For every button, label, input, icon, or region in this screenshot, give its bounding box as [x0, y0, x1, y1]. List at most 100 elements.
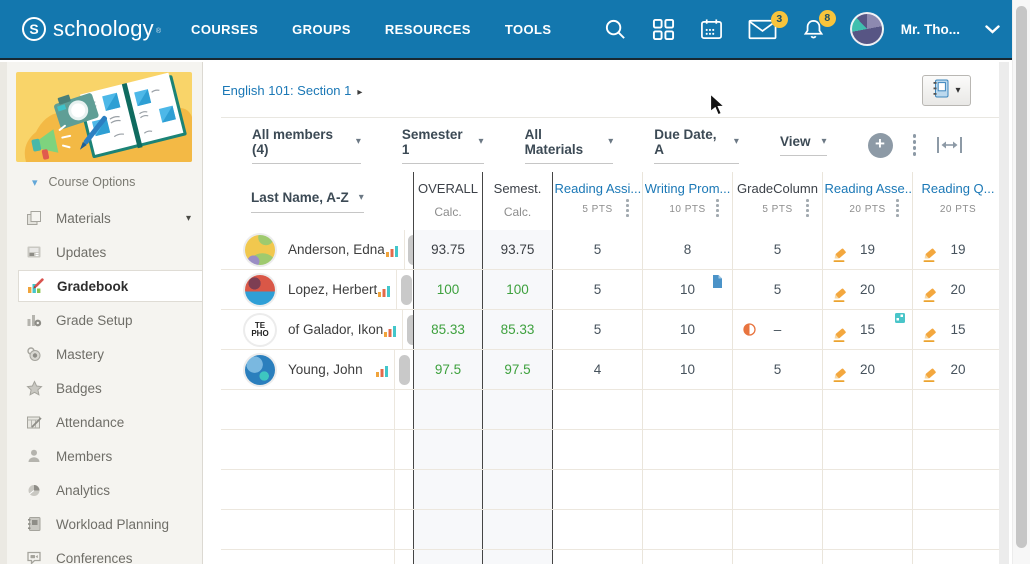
grade-cell[interactable]: 20 [913, 350, 1003, 389]
chevron-down-icon[interactable]: ▾ [185, 212, 191, 224]
student-name[interactable]: of Galador, Ikon [288, 322, 384, 337]
messages-icon[interactable]: 3 [748, 10, 788, 40]
overall-grade-cell[interactable]: 100 [413, 270, 483, 309]
sidebar-item-gradebook[interactable]: Gradebook [18, 270, 202, 302]
row-drag-handle[interactable] [402, 310, 421, 349]
grade-cell[interactable]: 5 [553, 310, 643, 349]
sidebar-item-materials[interactable]: Materials ▾ [0, 201, 202, 235]
student-name[interactable]: Anderson, Edna [288, 242, 385, 257]
row-drag-handle[interactable] [394, 350, 413, 389]
user-name[interactable]: Mr. Tho... [900, 21, 960, 37]
assignment-title-link[interactable]: Writing Prom... [644, 181, 731, 196]
assignment-title-link[interactable]: Reading Q... [921, 181, 995, 196]
user-avatar[interactable] [849, 12, 884, 46]
student-report-icon[interactable] [383, 323, 397, 337]
search-icon[interactable] [604, 18, 627, 41]
account-chevron-down-icon[interactable] [985, 24, 1000, 34]
sidebar-item-updates[interactable]: Updates [0, 235, 202, 269]
expand-columns-icon[interactable] [936, 136, 963, 154]
assignment-title-link[interactable]: Reading Assi... [554, 181, 641, 196]
calendar-icon[interactable] [700, 18, 723, 41]
sidebar-item-analytics[interactable]: Analytics [0, 473, 202, 507]
schoology-home-link[interactable]: S schoology ® [22, 16, 161, 42]
grade-cell[interactable]: 5 [553, 230, 643, 269]
grade-cell[interactable]: 20 [913, 270, 1003, 309]
submission-document-icon[interactable] [712, 275, 723, 288]
course-options-toggle[interactable]: ▾ Course Options [0, 168, 202, 196]
nav-item-resources[interactable]: RESOURCES [384, 21, 471, 37]
sort-order-dropdown[interactable]: Due Date, A ▾ [654, 127, 739, 164]
overall-column-header[interactable]: OVERALL Calc. [413, 172, 483, 230]
student-avatar[interactable]: TE PHO [245, 314, 275, 345]
grade-cell[interactable]: 20 [823, 350, 913, 389]
nav-item-groups[interactable]: GROUPS [292, 21, 351, 37]
student-avatar[interactable] [245, 234, 275, 265]
student-name[interactable]: Lopez, Herbert [288, 282, 378, 297]
semester-grade-cell[interactable]: 93.75 [483, 230, 553, 269]
app-grid-icon[interactable] [652, 18, 675, 41]
student-name[interactable]: Young, John [288, 362, 363, 377]
grade-cell[interactable]: 5 [733, 230, 823, 269]
assignment-points: 10 pts [669, 204, 706, 215]
semester-grade-cell[interactable]: 100 [483, 270, 553, 309]
semester-column-header[interactable]: Semest. Calc. [483, 172, 553, 230]
page-scrollbar-thumb[interactable] [1016, 6, 1027, 548]
student-avatar[interactable] [245, 354, 275, 385]
gradebook-view-switcher-button[interactable]: ▾ [922, 75, 971, 106]
grade-cell[interactable]: 10 [643, 310, 733, 349]
column-menu-icon[interactable] [716, 199, 719, 217]
nav-item-tools[interactable]: TOOLS [504, 21, 552, 37]
notifications-count-badge[interactable]: 8 [818, 9, 836, 27]
semester-grade-cell[interactable]: 85.33 [483, 310, 553, 349]
student-avatar[interactable] [245, 274, 275, 305]
messages-count-badge[interactable]: 3 [770, 10, 788, 28]
student-report-icon[interactable] [385, 243, 399, 257]
breadcrumb[interactable]: English 101: Section 1 ▸ [222, 83, 362, 98]
sidebar-item-mastery[interactable]: Mastery [0, 337, 202, 371]
grade-cell[interactable]: 4 [553, 350, 643, 389]
page-scrollbar[interactable] [1012, 0, 1030, 564]
grade-cell[interactable]: 5 [733, 350, 823, 389]
student-report-icon[interactable] [377, 283, 391, 297]
materials-filter-dropdown[interactable]: All Materials ▾ [524, 127, 614, 164]
grade-cell[interactable]: 8 [643, 230, 733, 269]
grade-cell[interactable]: 10 [643, 270, 733, 309]
overall-grade-cell[interactable]: 85.33 [413, 310, 483, 349]
column-menu-icon[interactable] [896, 199, 899, 217]
grade-cell[interactable]: 20 [823, 270, 913, 309]
grade-cell[interactable]: 5 [733, 270, 823, 309]
sidebar-item-workload-planning[interactable]: Workload Planning [0, 507, 202, 541]
grade-cell[interactable]: 5 [553, 270, 643, 309]
view-dropdown[interactable]: View ▾ [779, 134, 827, 156]
add-grade-item-button[interactable]: + [867, 132, 893, 158]
comment-indicator-icon[interactable] [895, 313, 905, 323]
notifications-bell-icon[interactable]: 8 [802, 9, 836, 41]
grade-cell[interactable]: 19 [823, 230, 913, 269]
members-filter-dropdown[interactable]: All members (4) ▾ [252, 127, 361, 164]
sidebar-item-badges[interactable]: Badges [0, 371, 202, 405]
row-drag-handle[interactable] [396, 270, 415, 309]
breadcrumb-course-link[interactable]: English 101: Section 1 [222, 83, 352, 98]
name-sort-dropdown[interactable]: Last Name, A-Z ▾ [251, 190, 364, 213]
grade-cell[interactable]: 15 [913, 310, 1003, 349]
grade-cell[interactable]: – [733, 310, 823, 349]
course-image[interactable] [16, 72, 192, 162]
grade-cell[interactable]: 10 [643, 350, 733, 389]
sidebar-item-members[interactable]: Members [0, 439, 202, 473]
student-report-icon[interactable] [375, 363, 389, 377]
grade-cell[interactable]: 19 [913, 230, 1003, 269]
sidebar-item-conferences[interactable]: Conferences [0, 541, 202, 564]
overall-grade-cell[interactable]: 97.5 [413, 350, 483, 389]
sidebar-item-grade-setup[interactable]: Grade Setup [0, 303, 202, 337]
more-options-icon[interactable] [911, 132, 919, 158]
sidebar-item-attendance[interactable]: Attendance [0, 405, 202, 439]
assignment-title-link[interactable]: Reading Asse... [824, 181, 911, 196]
column-menu-icon[interactable] [626, 199, 629, 217]
updates-icon [26, 244, 43, 261]
overall-grade-cell[interactable]: 93.75 [413, 230, 483, 269]
grading-period-filter-dropdown[interactable]: Semester 1 ▾ [401, 127, 484, 164]
nav-item-courses[interactable]: COURSES [191, 21, 259, 37]
column-menu-icon[interactable] [806, 199, 809, 217]
grade-cell[interactable]: 15 [823, 310, 913, 349]
semester-grade-cell[interactable]: 97.5 [483, 350, 553, 389]
